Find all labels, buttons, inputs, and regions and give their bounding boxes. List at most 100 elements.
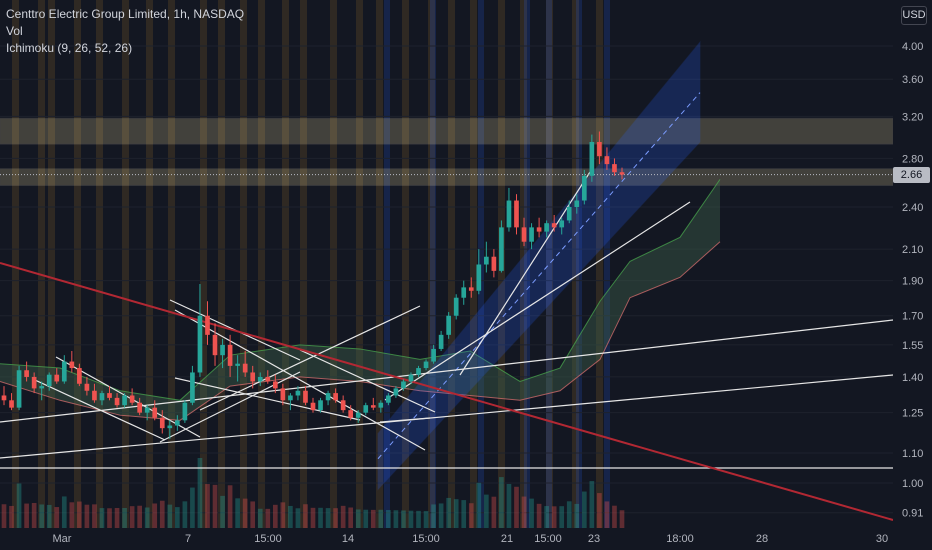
volume-bar	[24, 503, 29, 528]
volume-bar	[144, 507, 150, 528]
candle-body	[325, 393, 331, 401]
volume-bar	[529, 498, 534, 528]
price-tick-label: 1.00	[902, 478, 923, 490]
candle-body	[137, 402, 142, 413]
session-stripe	[200, 0, 207, 528]
session-stripe-blue	[478, 0, 484, 528]
candle-body	[205, 315, 210, 335]
price-tick-label: 3.20	[902, 111, 923, 123]
session-stripe	[546, 0, 553, 528]
time-tick-label: 14	[342, 533, 354, 545]
volume-indicator-label[interactable]: Vol	[6, 24, 23, 38]
volume-bar	[438, 503, 444, 528]
symbol-title[interactable]: Centtro Electric Group Limited, 1h, NASD…	[6, 7, 245, 21]
candle-body	[227, 344, 233, 366]
volume-bar	[46, 504, 52, 528]
candle-body	[303, 390, 308, 403]
volume-bar	[84, 504, 90, 528]
volume-bar	[288, 505, 293, 528]
session-stripe	[330, 0, 337, 528]
candle-body	[597, 141, 602, 157]
volume-bar	[129, 506, 135, 528]
price-tick-label: 2.80	[902, 153, 923, 165]
candle-body	[378, 402, 384, 408]
volume-bar	[175, 507, 180, 528]
volume-bar	[333, 508, 338, 528]
candle-body	[529, 227, 534, 242]
price-tick-label: 1.90	[902, 276, 923, 288]
volume-bar	[393, 510, 399, 528]
volume-bar	[197, 458, 203, 528]
time-tick-label: Mar	[53, 533, 72, 545]
volume-bar	[619, 510, 625, 528]
candle-body	[446, 315, 451, 335]
candle-body	[1, 395, 7, 401]
volume-bar	[280, 502, 286, 528]
candle-body	[438, 334, 444, 349]
volume-bar	[31, 502, 37, 528]
time-tick-label: 28	[756, 533, 768, 545]
session-stripe	[448, 0, 455, 528]
candle-body	[468, 287, 474, 291]
trendline	[34, 379, 166, 441]
candle-body	[61, 361, 67, 382]
session-stripe-blue	[604, 0, 610, 528]
volume-bar	[559, 506, 565, 528]
candle-body	[159, 417, 165, 429]
candle-body	[393, 388, 399, 396]
session-stripe	[572, 0, 579, 528]
volume-bar	[423, 511, 429, 528]
session-stripe	[122, 0, 129, 528]
session-highlights	[12, 0, 610, 528]
price-tick-label: 1.10	[902, 448, 923, 460]
volume-bar	[295, 508, 301, 528]
trendline	[379, 417, 431, 423]
volume-bar	[348, 507, 354, 528]
cloud-span-b	[0, 241, 721, 421]
grid-lines	[0, 45, 893, 514]
volume-bar	[476, 482, 482, 528]
candle-body	[484, 256, 489, 265]
candle-body	[24, 370, 29, 377]
session-stripe	[596, 0, 603, 528]
volume-bar	[205, 484, 210, 528]
candle-body	[107, 393, 112, 398]
volume-bar	[589, 481, 595, 528]
volume-bar	[370, 509, 376, 528]
time-axis[interactable]: Mar 7 15:00 14 15:00 21 15:00 23 18:00 28 30	[0, 528, 932, 550]
candle-body	[54, 374, 60, 382]
volume-bar	[514, 486, 519, 528]
candle-body	[152, 407, 158, 418]
candle-body	[423, 361, 429, 369]
candle-body	[566, 207, 572, 221]
candle-body	[348, 410, 354, 418]
candle-body	[340, 400, 346, 411]
price-tick-label: 2.40	[902, 202, 923, 214]
candle-body	[257, 376, 263, 382]
volume-bar	[566, 501, 572, 528]
price-tick-label: 3.60	[902, 74, 923, 86]
session-stripe-blue	[430, 0, 436, 528]
candle-body	[363, 405, 369, 413]
price-axis[interactable]: 4.00 3.60 3.20 2.80 2.40 2.10 1.90 1.70 1.55 1.40…	[893, 0, 932, 550]
candle-body	[235, 363, 240, 366]
candle-body	[197, 315, 203, 373]
session-stripe-blue	[546, 0, 552, 528]
ichimoku-indicator-label[interactable]: Ichimoku (9, 26, 52, 26)	[6, 41, 133, 55]
candle-body	[212, 334, 218, 356]
trendlines	[0, 171, 894, 521]
volume-bar	[69, 502, 75, 528]
volume-bar	[461, 500, 467, 528]
candle-body	[288, 395, 293, 401]
session-stripe	[428, 0, 435, 528]
volume-bar	[122, 507, 127, 528]
price-tick-label: 1.25	[902, 408, 923, 420]
volume-bars	[1, 458, 625, 528]
volume-bar	[416, 510, 421, 528]
descending-trendline	[0, 262, 894, 521]
volume-bar	[340, 505, 346, 528]
current-price-label: 2.66	[893, 166, 930, 183]
volume-bar	[16, 483, 22, 528]
currency-button[interactable]: USD	[901, 6, 927, 25]
